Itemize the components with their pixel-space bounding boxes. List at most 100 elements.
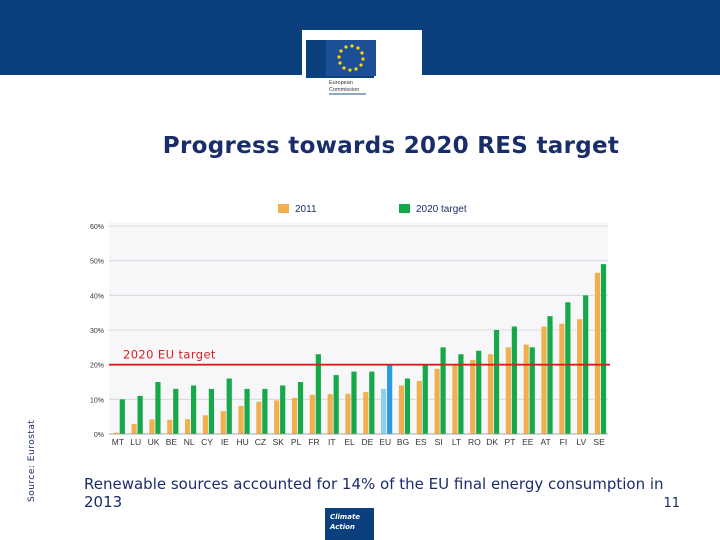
bar-target-PT: [511, 326, 517, 434]
european-commission-logo: European Commission: [302, 30, 422, 98]
bar-target-EU: [387, 364, 393, 434]
bar-target-BG: [404, 378, 411, 434]
bar-target-LT: [458, 354, 464, 434]
x-tick-label: MT: [112, 437, 124, 447]
bar-2011-BG: [398, 385, 405, 434]
bar-target-SK: [280, 385, 286, 434]
bar-2011-LV: [577, 319, 583, 434]
bar-2011-HU: [238, 405, 244, 434]
x-tick-label: HU: [237, 437, 249, 447]
res-bar-chart: 0% 10% 20% 30% 40% 50% 60% MT LU UK BE NL CY IE HU CZ SK…: [90, 204, 610, 447]
y-tick-label: 0%: [94, 432, 104, 439]
bar-target-NL: [190, 385, 197, 434]
x-tick-label: CZ: [255, 437, 266, 447]
bar-2011-DE: [363, 392, 369, 434]
source-label: Source: Eurostat: [27, 419, 37, 502]
x-tick-label: IE: [221, 437, 229, 447]
bar-2011-SI: [434, 368, 440, 434]
slide-title: Progress towards 2020 RES target: [162, 133, 620, 159]
bar-target-DK: [493, 330, 500, 434]
x-tick-label: EL: [344, 437, 355, 447]
bar-target-FR: [315, 354, 321, 434]
bar-2011-EE: [523, 344, 529, 434]
x-tick-label: DK: [486, 437, 498, 447]
bar-2011-PT: [505, 347, 511, 434]
bar-target-HU: [244, 388, 250, 434]
x-tick-label: LV: [576, 437, 586, 447]
logo-line2: Commission: [329, 87, 359, 93]
bar-target-ES: [422, 364, 428, 434]
bar-target-MT: [119, 399, 125, 434]
x-tick-label: PL: [291, 437, 302, 447]
bar-target-LU: [137, 395, 143, 434]
bar-target-DE: [369, 371, 375, 434]
bar-2011-LT: [452, 363, 458, 434]
y-tick-label: 50%: [90, 259, 104, 266]
x-tick-label: SK: [273, 437, 285, 447]
x-tick-label: AT: [541, 437, 551, 447]
legend-swatch-2011: [278, 204, 289, 213]
bar-2011-NL: [184, 419, 191, 434]
bar-target-CZ: [262, 388, 268, 434]
bar-2011-DK: [487, 354, 494, 434]
climate-action-line2: Action: [330, 523, 355, 531]
x-tick-label: FI: [560, 437, 568, 447]
bar-2011-SK: [274, 400, 280, 434]
bar-2011-FR: [309, 394, 315, 434]
bar-2011-IT: [327, 394, 333, 434]
bar-target-BE: [173, 388, 179, 434]
bar-2011-AT: [541, 326, 547, 434]
bar-target-AT: [547, 316, 553, 434]
bar-2011-EL: [345, 393, 351, 434]
x-tick-label: LT: [452, 437, 461, 447]
x-tick-label: ES: [415, 437, 427, 447]
x-tick-label: CY: [201, 437, 213, 447]
bar-target-SI: [440, 347, 446, 434]
legend-label-target: 2020 target: [416, 204, 467, 215]
x-tick-label: DE: [362, 437, 374, 447]
y-tick-label: 30%: [90, 328, 104, 335]
bar-2011-LU: [131, 423, 137, 434]
bar-2011-RO: [470, 359, 476, 434]
page-number: 11: [663, 496, 680, 511]
bar-2011-CY: [202, 415, 209, 434]
bar-2011-PL: [291, 397, 298, 434]
bar-target-RO: [476, 350, 482, 434]
bar-target-PL: [297, 382, 304, 434]
x-tick-label: EE: [522, 437, 534, 447]
bar-2011-FI: [559, 323, 565, 434]
bar-target-CY: [208, 388, 215, 434]
bar-2011-MT: [113, 432, 119, 434]
logo-line1: European: [329, 80, 353, 86]
x-tick-label: FR: [308, 437, 319, 447]
y-tick-label: 20%: [90, 363, 104, 370]
x-tick-label: UK: [148, 437, 160, 447]
x-tick-label: RO: [468, 437, 481, 447]
x-tick-label: EU: [379, 437, 391, 447]
y-tick-label: 10%: [90, 397, 104, 404]
bar-2011-UK: [149, 419, 155, 434]
eu-target-label: 2020 EU target: [123, 348, 216, 362]
x-tick-label: SI: [435, 437, 443, 447]
caption-text: Renewable sources accounted for 14% of t…: [84, 475, 664, 511]
bar-target-EL: [351, 371, 357, 434]
bar-target-IT: [333, 375, 339, 434]
legend-swatch-target: [399, 204, 410, 213]
bar-target-IE: [226, 378, 232, 434]
x-tick-label: LU: [130, 437, 141, 447]
x-tick-label: IT: [328, 437, 336, 447]
x-tick-label: BG: [397, 437, 409, 447]
bar-2011-ES: [416, 380, 422, 434]
x-tick-label: BE: [166, 437, 178, 447]
bar-target-FI: [565, 302, 571, 434]
climate-action-logo: Climate Action: [325, 508, 374, 540]
climate-action-line1: Climate: [330, 513, 361, 521]
bar-2011-EU: [381, 388, 387, 434]
bar-target-UK: [155, 382, 161, 434]
bar-2011-IE: [220, 411, 226, 434]
y-tick-label: 40%: [90, 293, 104, 300]
bar-target-SE: [600, 264, 607, 434]
x-tick-label: PT: [505, 437, 516, 447]
x-tick-label: NL: [184, 437, 195, 447]
bar-2011-CZ: [256, 401, 262, 434]
